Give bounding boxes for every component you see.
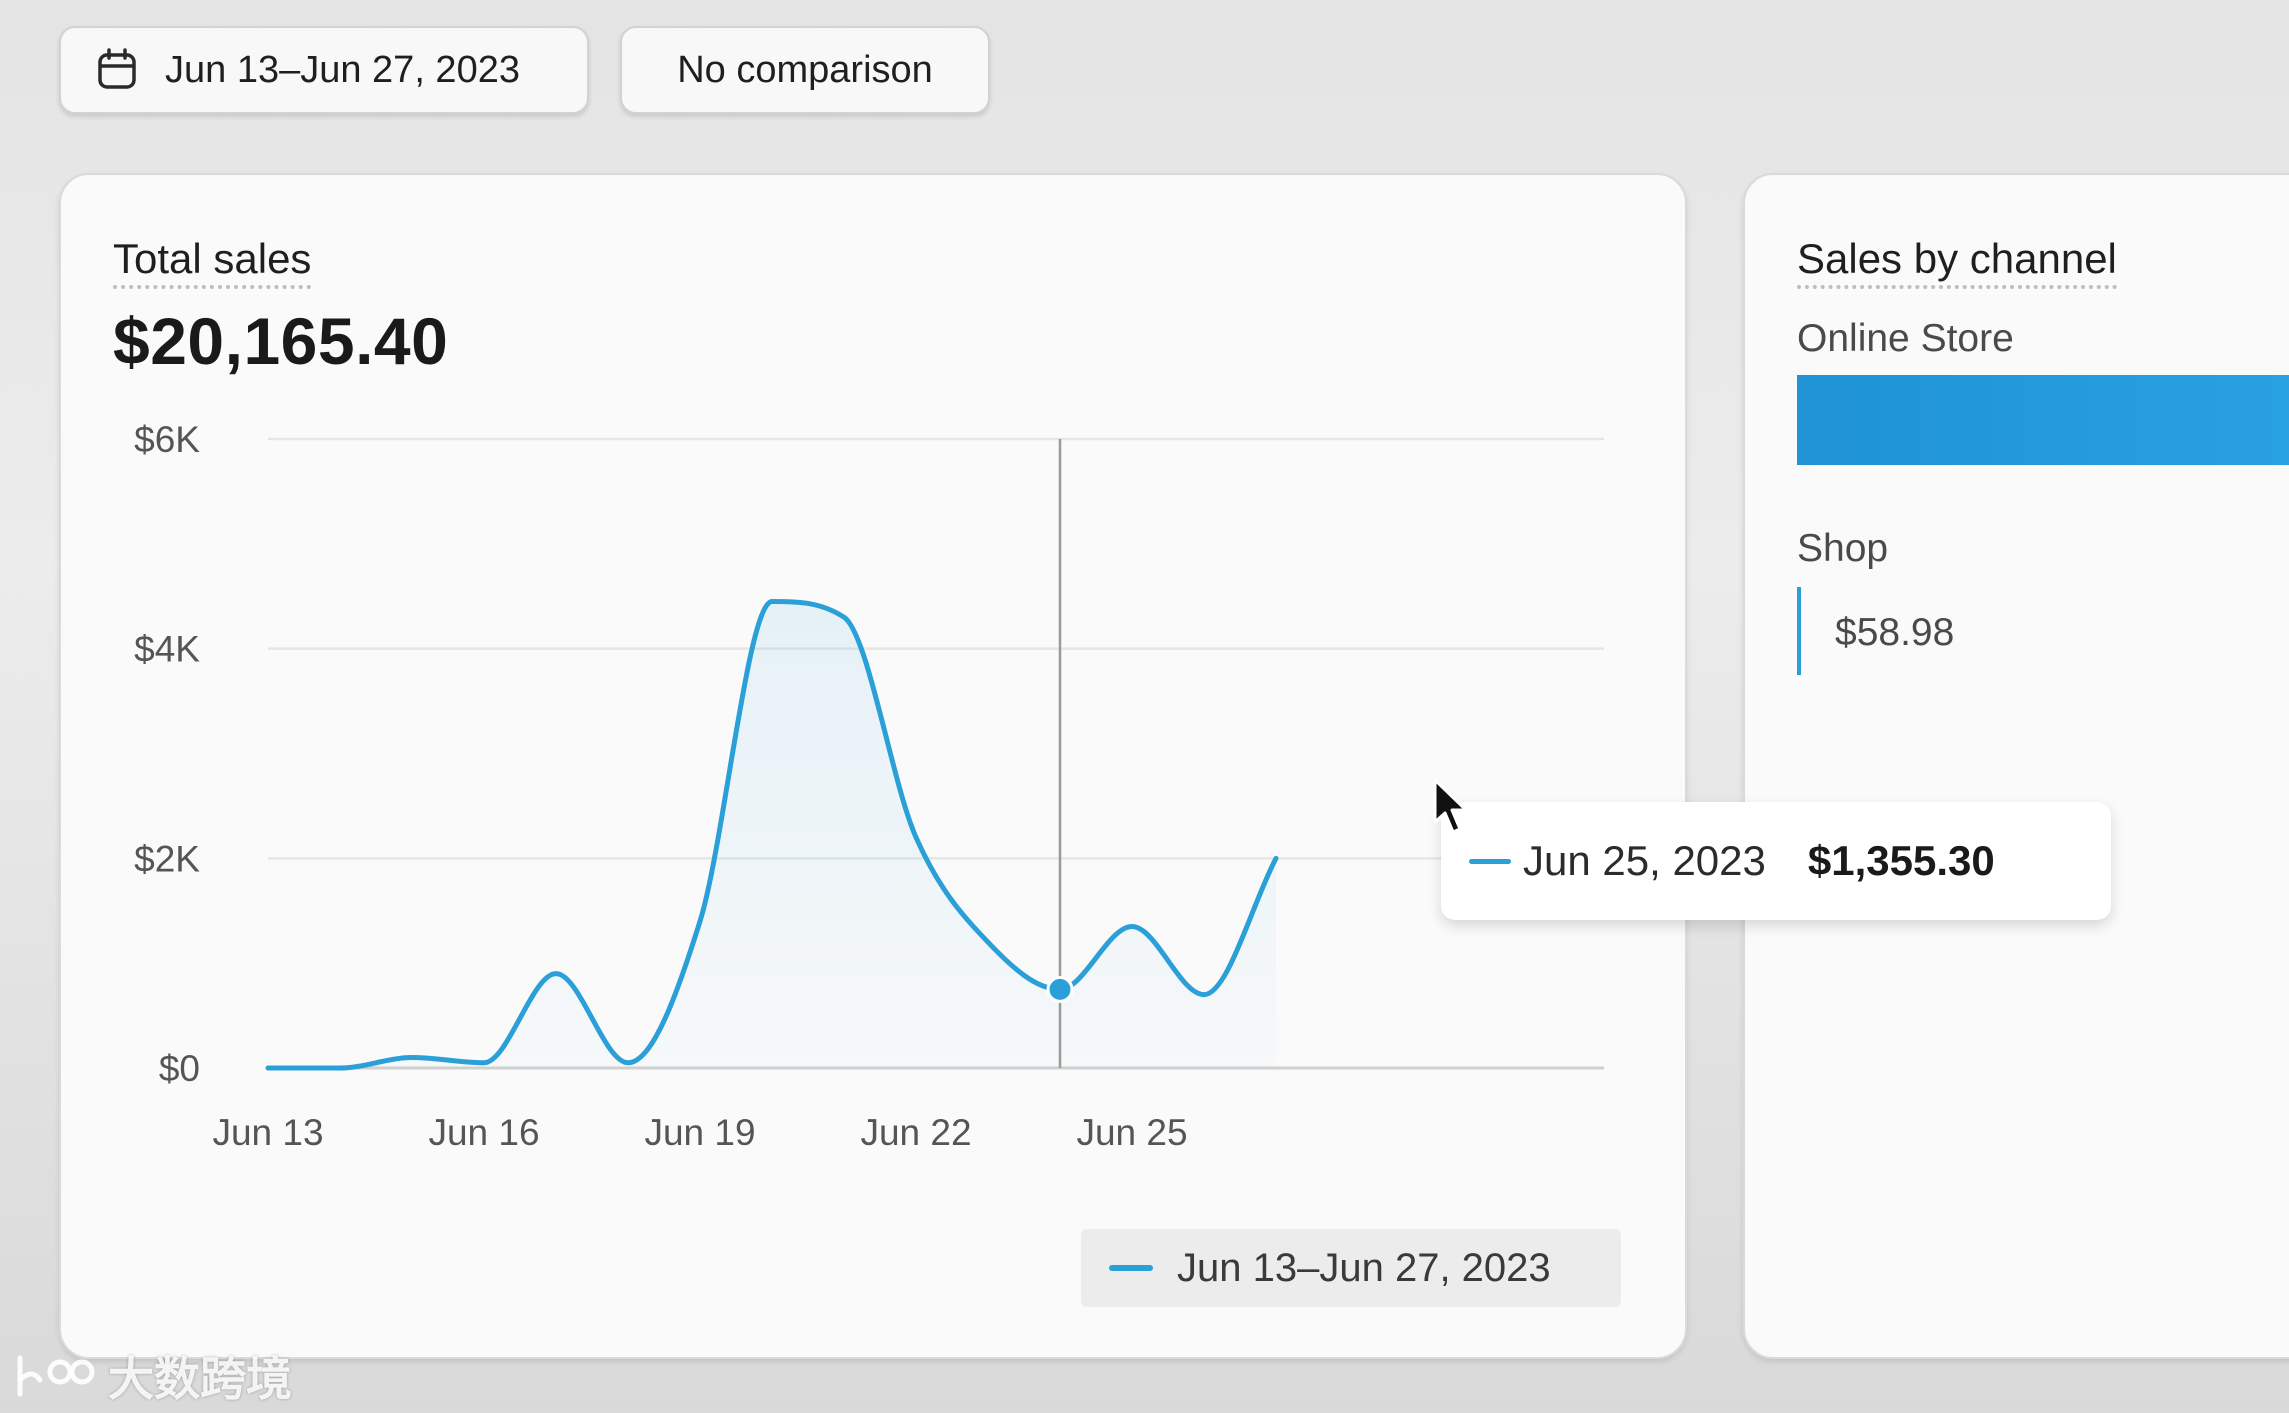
channel-bar-online-store[interactable] (1797, 375, 2289, 465)
y-tick-label: $4K (134, 629, 200, 670)
watermark-text: 大数跨境 (108, 1353, 292, 1405)
series-area (268, 601, 1276, 1068)
data-point-jun-14[interactable] (326, 1054, 354, 1082)
series-line (265, 598, 1279, 1071)
data-point-jun-27[interactable] (1262, 844, 1290, 872)
comparison-button[interactable]: No comparison (620, 26, 990, 114)
channel-label-shop: Shop (1797, 527, 1889, 570)
sales-by-channel-card: Sales by channel Online Store Shop $58.9… (1743, 173, 2289, 1359)
data-point-jun-18[interactable] (614, 1049, 642, 1077)
data-point-jun-20[interactable] (758, 587, 786, 615)
data-point-jun-22[interactable] (902, 823, 930, 851)
x-tick-label: Jun 19 (644, 1112, 755, 1153)
data-point-jun-25[interactable] (1118, 912, 1146, 940)
legend-label: Jun 13–Jun 27, 2023 (1177, 1245, 1551, 1290)
chart-tooltip: Jun 25, 2023 $1,355.30 (1441, 802, 2111, 920)
data-point-jun-15[interactable] (398, 1044, 426, 1072)
total-sales-value: $20,165.40 (113, 304, 449, 378)
data-point-jun-16[interactable] (470, 1049, 498, 1077)
x-tick-label: Jun 16 (428, 1112, 539, 1153)
y-tick-label: $0 (159, 1048, 200, 1089)
mouse-cursor-icon (1432, 778, 1472, 841)
tooltip-swatch (1469, 858, 1511, 864)
data-point-jun-21[interactable] (830, 603, 858, 631)
tooltip-date: Jun 25, 2023 (1523, 837, 1766, 884)
data-point-jun-19[interactable] (686, 907, 714, 935)
channel-value-shop: $58.98 (1835, 611, 1955, 654)
x-tick-label: Jun 13 (212, 1112, 323, 1153)
channel-label-online-store: Online Store (1797, 317, 2014, 360)
y-tick-label: $6K (134, 419, 200, 460)
comparison-label: No comparison (677, 48, 933, 91)
hover-point-marker[interactable] (1046, 975, 1074, 1003)
x-tick-label: Jun 22 (860, 1112, 971, 1153)
watermark-logo-icon (17, 1355, 95, 1397)
y-tick-label: $2K (134, 838, 200, 879)
data-point-jun-17[interactable] (542, 960, 570, 988)
sales-by-channel-title[interactable]: Sales by channel (1797, 235, 2117, 290)
tooltip-value: $1,355.30 (1807, 837, 1995, 884)
calendar-icon (95, 48, 139, 92)
date-range-button[interactable]: Jun 13–Jun 27, 2023 (59, 26, 589, 114)
data-point-jun-23[interactable] (974, 928, 1002, 956)
total-sales-title[interactable]: Total sales (113, 235, 312, 290)
chart-legend[interactable]: Jun 13–Jun 27, 2023 (1081, 1229, 1621, 1307)
watermark: 大数跨境 (14, 1348, 292, 1405)
data-point-jun-13[interactable] (254, 1054, 282, 1082)
data-point-jun-26[interactable] (1190, 981, 1218, 1009)
channel-bar-shop[interactable] (1797, 587, 1801, 675)
total-sales-card: Total sales $20,165.40 $0 $2K $4K $6K Jun 1… (59, 173, 1687, 1359)
x-tick-label: Jun 25 (1076, 1112, 1187, 1153)
sales-chart[interactable]: $0 $2K $4K $6K Jun 13 Jun 16 Jun 19 Jun 22 Jun … (61, 175, 1687, 1359)
legend-swatch (1109, 1265, 1153, 1271)
date-range-label: Jun 13–Jun 27, 2023 (165, 48, 520, 91)
